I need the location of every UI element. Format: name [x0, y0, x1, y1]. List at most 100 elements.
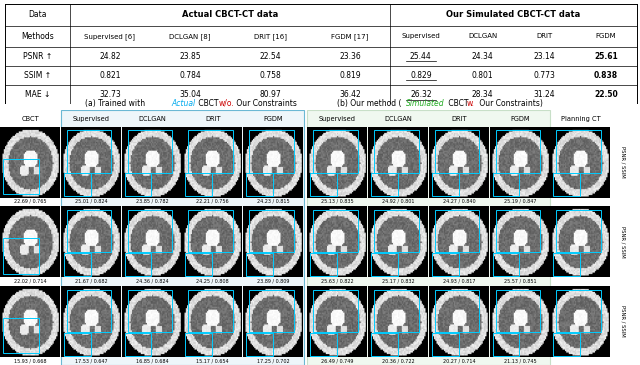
Text: 25.01 / 0.824: 25.01 / 0.824 — [75, 199, 108, 204]
Text: MAE ↓: MAE ↓ — [25, 90, 50, 99]
Bar — [186, 173, 212, 196]
Text: 23.89 / 0.809: 23.89 / 0.809 — [257, 278, 290, 283]
Text: Supervised [6]: Supervised [6] — [84, 33, 136, 40]
Bar — [127, 130, 172, 173]
Text: 25.44: 25.44 — [410, 52, 432, 61]
Bar — [493, 253, 520, 276]
Text: 25.61: 25.61 — [595, 52, 618, 61]
Text: PSNR / SSIM: PSNR / SSIM — [620, 146, 625, 178]
Text: DRIT [16]: DRIT [16] — [253, 33, 287, 40]
Text: 24.82: 24.82 — [99, 52, 121, 61]
Text: CBCT: CBCT — [22, 116, 39, 122]
Text: Data: Data — [28, 10, 47, 19]
Text: PSNR / SSIM: PSNR / SSIM — [620, 226, 625, 257]
Text: DRIT: DRIT — [205, 116, 221, 122]
Text: 22.21 / 0.756: 22.21 / 0.756 — [196, 199, 229, 204]
Bar — [249, 210, 294, 253]
Bar — [310, 333, 337, 356]
Text: 25.57 / 0.851: 25.57 / 0.851 — [504, 278, 536, 283]
Bar — [374, 289, 419, 332]
Text: 15.93 / 0.668: 15.93 / 0.668 — [14, 358, 47, 363]
Text: DCLGAN: DCLGAN — [385, 116, 412, 122]
Text: 22.69 / 0.765: 22.69 / 0.765 — [14, 199, 47, 204]
Text: 26.49 / 0.749: 26.49 / 0.749 — [321, 358, 354, 363]
Text: 15.17 / 0.654: 15.17 / 0.654 — [196, 358, 229, 363]
Bar — [432, 173, 458, 196]
Bar — [3, 318, 38, 353]
Bar — [495, 130, 540, 173]
Bar — [374, 130, 419, 173]
Text: (a) Trained with: (a) Trained with — [85, 99, 147, 108]
Text: 24.36 / 0.824: 24.36 / 0.824 — [136, 278, 168, 283]
Text: Actual CBCT-CT data: Actual CBCT-CT data — [182, 10, 278, 19]
Text: 25.17 / 0.832: 25.17 / 0.832 — [382, 278, 415, 283]
Text: SSIM ↑: SSIM ↑ — [24, 71, 51, 80]
Text: 21.67 / 0.682: 21.67 / 0.682 — [75, 278, 108, 283]
Text: 17.53 / 0.647: 17.53 / 0.647 — [75, 358, 108, 363]
Bar — [186, 253, 212, 276]
Text: 20.27 / 0.714: 20.27 / 0.714 — [443, 358, 476, 363]
Bar — [493, 173, 520, 196]
Bar — [127, 210, 172, 253]
Text: DRIT: DRIT — [451, 116, 467, 122]
Bar — [374, 210, 419, 253]
Bar — [556, 289, 601, 332]
Text: 17.25 / 0.702: 17.25 / 0.702 — [257, 358, 290, 363]
FancyBboxPatch shape — [61, 110, 304, 365]
Bar — [3, 238, 38, 274]
Text: 0.821: 0.821 — [99, 71, 121, 80]
Bar — [371, 333, 398, 356]
Text: Supervised: Supervised — [73, 116, 109, 122]
Bar — [64, 333, 91, 356]
Bar — [495, 210, 540, 253]
Bar — [186, 333, 212, 356]
Text: DRIT: DRIT — [536, 33, 552, 39]
Text: 23.36: 23.36 — [339, 52, 361, 61]
Bar — [64, 173, 91, 196]
Text: Our Constraints: Our Constraints — [234, 99, 297, 108]
Text: Planning CT: Planning CT — [561, 116, 601, 122]
Bar — [371, 173, 398, 196]
Text: 24.34: 24.34 — [472, 52, 493, 61]
Text: DCLGAN [8]: DCLGAN [8] — [169, 33, 211, 40]
Bar — [556, 210, 601, 253]
Bar — [188, 130, 233, 173]
Bar — [3, 158, 38, 194]
Text: 25.19 / 0.847: 25.19 / 0.847 — [504, 199, 536, 204]
Text: PSNR ↑: PSNR ↑ — [23, 52, 52, 61]
Bar — [64, 253, 91, 276]
Text: w/o.: w/o. — [219, 99, 235, 108]
Text: 0.829: 0.829 — [410, 71, 432, 80]
Bar — [313, 289, 358, 332]
Text: 0.773: 0.773 — [533, 71, 556, 80]
Bar — [554, 333, 580, 356]
Bar — [310, 173, 337, 196]
Bar — [432, 333, 458, 356]
Text: 24.25 / 0.808: 24.25 / 0.808 — [196, 278, 229, 283]
Text: 21.13 / 0.745: 21.13 / 0.745 — [504, 358, 536, 363]
Bar — [67, 289, 111, 332]
Bar — [310, 253, 337, 276]
Text: 23.85: 23.85 — [179, 52, 201, 61]
Text: 16.85 / 0.684: 16.85 / 0.684 — [136, 358, 168, 363]
Text: 24.27 / 0.840: 24.27 / 0.840 — [443, 199, 476, 204]
Bar — [125, 173, 152, 196]
Text: 32.73: 32.73 — [99, 90, 121, 99]
Bar — [249, 130, 294, 173]
Text: Simulated: Simulated — [406, 99, 445, 108]
Text: CBCT: CBCT — [446, 99, 471, 108]
Text: 0.784: 0.784 — [179, 71, 201, 80]
Text: FGDM [17]: FGDM [17] — [332, 33, 369, 40]
Bar — [249, 289, 294, 332]
Bar — [125, 253, 152, 276]
Text: (b) Our method (: (b) Our method ( — [337, 99, 401, 108]
Bar — [313, 210, 358, 253]
Text: w.: w. — [467, 99, 475, 108]
Bar — [127, 289, 172, 332]
Bar — [125, 333, 152, 356]
Text: FGDM: FGDM — [510, 116, 530, 122]
Text: 28.34: 28.34 — [472, 90, 493, 99]
Text: 26.32: 26.32 — [410, 90, 432, 99]
Text: 22.54: 22.54 — [259, 52, 281, 61]
Bar — [313, 130, 358, 173]
